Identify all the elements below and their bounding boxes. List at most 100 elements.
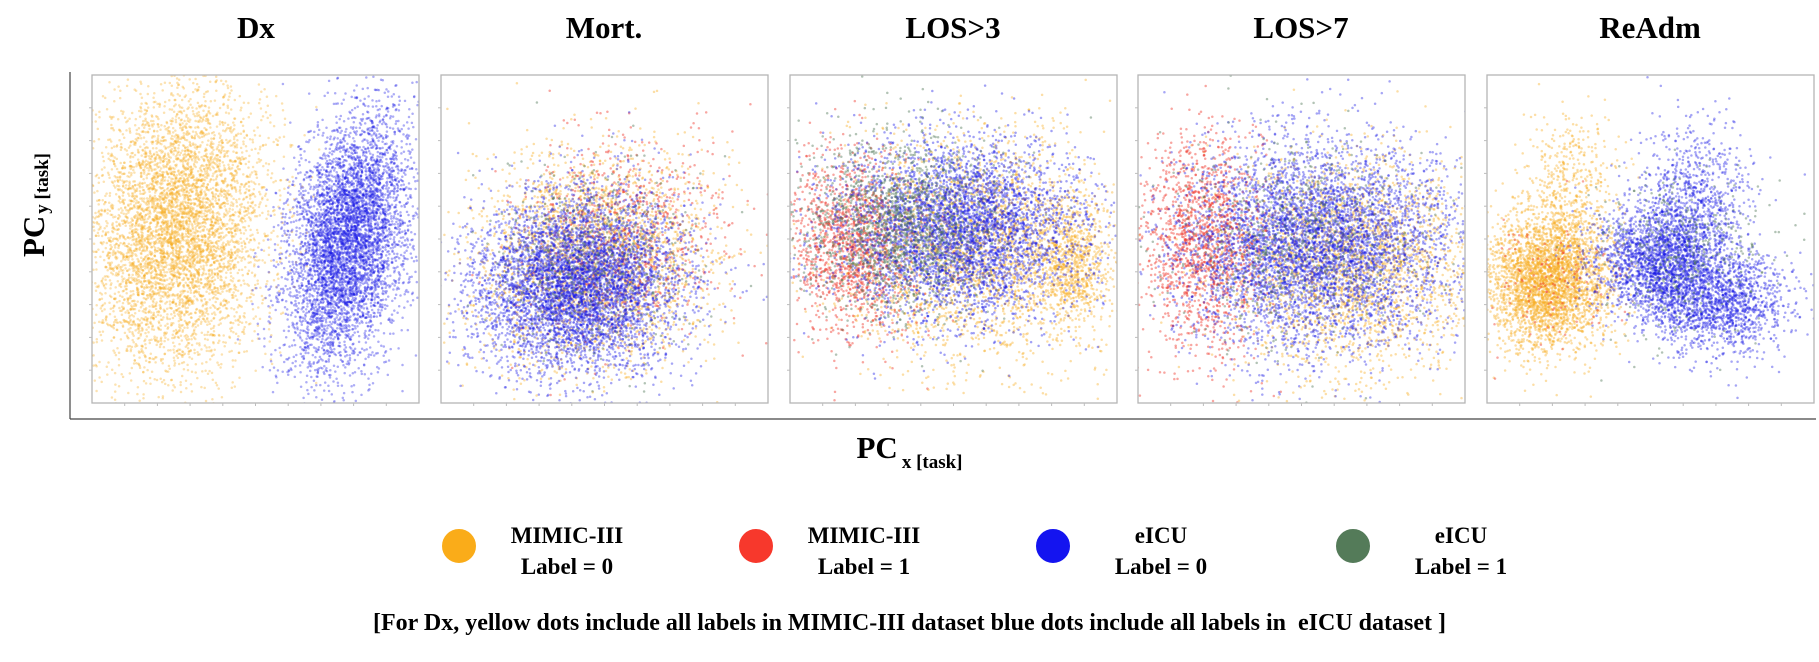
point	[160, 124, 163, 127]
point	[142, 210, 146, 213]
point	[158, 282, 161, 285]
point	[121, 198, 125, 202]
point	[153, 187, 157, 191]
point	[192, 162, 196, 166]
point	[239, 120, 243, 124]
point	[171, 333, 175, 336]
point	[89, 212, 92, 215]
point	[201, 259, 204, 262]
point	[157, 310, 161, 314]
point	[166, 240, 170, 244]
point	[144, 346, 148, 350]
point	[237, 303, 241, 307]
point	[104, 291, 107, 295]
point	[199, 265, 203, 268]
point	[194, 362, 198, 366]
point	[202, 233, 206, 237]
point	[234, 190, 238, 193]
point	[184, 337, 188, 340]
point	[239, 237, 242, 240]
point	[219, 238, 223, 241]
point	[281, 109, 285, 112]
point	[179, 126, 182, 130]
point	[180, 324, 183, 328]
point	[150, 253, 153, 256]
point	[121, 242, 125, 246]
point	[128, 268, 131, 271]
point	[88, 201, 91, 204]
point	[239, 283, 243, 287]
point	[115, 220, 118, 224]
point	[270, 231, 273, 235]
point	[162, 154, 166, 158]
point	[121, 179, 124, 183]
point	[142, 243, 145, 246]
point	[260, 187, 264, 190]
point	[136, 232, 140, 235]
point	[227, 253, 231, 256]
point	[204, 284, 208, 288]
point	[187, 173, 190, 176]
point	[205, 128, 208, 131]
point	[288, 208, 292, 212]
point	[207, 111, 210, 114]
point	[92, 229, 96, 232]
point	[72, 197, 75, 200]
point	[204, 239, 207, 242]
point	[250, 201, 253, 204]
point	[152, 301, 155, 304]
point	[131, 151, 134, 155]
point	[203, 204, 207, 207]
point	[205, 307, 209, 310]
point	[170, 150, 173, 154]
point	[212, 211, 215, 215]
point	[186, 290, 190, 294]
point	[131, 254, 134, 257]
point	[189, 126, 193, 129]
point	[160, 249, 163, 253]
point	[74, 212, 77, 215]
point	[212, 317, 215, 320]
point	[154, 280, 157, 283]
point	[208, 284, 212, 287]
point	[191, 237, 194, 241]
point	[147, 326, 150, 329]
point	[147, 310, 150, 314]
point	[163, 352, 167, 356]
point	[148, 187, 152, 190]
point	[61, 412, 64, 415]
point	[222, 257, 226, 261]
point	[199, 294, 203, 297]
point	[253, 133, 257, 137]
point	[212, 353, 215, 357]
point	[135, 344, 139, 347]
point	[104, 319, 108, 322]
point	[173, 362, 177, 365]
point	[149, 243, 152, 247]
point	[164, 261, 168, 264]
point	[226, 86, 230, 90]
point	[264, 234, 267, 238]
point	[181, 330, 184, 333]
point	[166, 126, 169, 130]
point	[233, 174, 236, 177]
point	[155, 343, 158, 347]
point	[235, 143, 239, 146]
point	[160, 286, 163, 290]
point	[181, 122, 184, 125]
point	[192, 234, 195, 238]
point	[189, 97, 192, 101]
point	[85, 283, 88, 286]
point	[207, 232, 210, 235]
point	[112, 310, 115, 313]
point	[93, 191, 96, 194]
point	[200, 215, 204, 218]
point	[261, 259, 264, 262]
point	[184, 67, 187, 70]
point	[266, 280, 269, 283]
point	[197, 85, 201, 89]
point	[211, 304, 215, 307]
point	[258, 190, 261, 194]
point	[96, 231, 100, 235]
point	[165, 227, 168, 230]
